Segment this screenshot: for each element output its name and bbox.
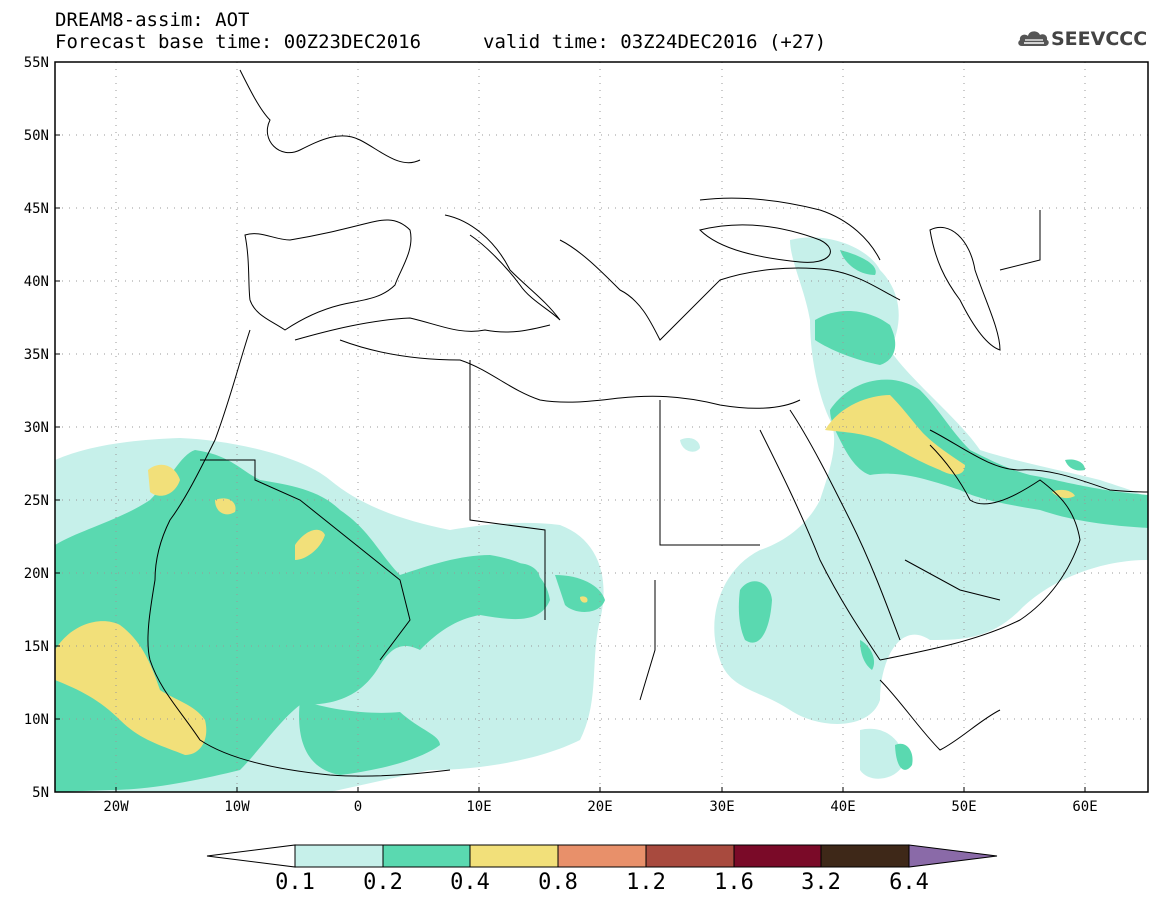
- colorbar-label: 0.4: [450, 870, 490, 895]
- lat-label: 45N: [24, 201, 49, 217]
- lat-label: 55N: [24, 55, 49, 71]
- colorbar-swatch: [820, 844, 910, 868]
- lat-label: 5N: [32, 785, 49, 801]
- lon-label: 30E: [709, 799, 734, 815]
- colorbar: [206, 844, 998, 868]
- colorbar-swatch: [645, 844, 735, 868]
- graticule: [55, 62, 1148, 792]
- lon-label: 0: [354, 799, 362, 815]
- lon-label: 10E: [466, 799, 491, 815]
- colorbar-swatch: [557, 844, 647, 868]
- colorbar-label: 6.4: [889, 870, 929, 895]
- logo-text: SEEVCCC: [1051, 28, 1148, 50]
- colorbar-label: 3.2: [801, 870, 841, 895]
- lon-label: 60E: [1072, 799, 1097, 815]
- lat-label: 25N: [24, 493, 49, 509]
- colorbar-label: 1.2: [626, 870, 666, 895]
- lon-label: 40E: [830, 799, 855, 815]
- lat-label: 40N: [24, 274, 49, 290]
- lat-label: 15N: [24, 639, 49, 655]
- lat-label: 20N: [24, 566, 49, 582]
- lon-label: 20W: [103, 799, 129, 815]
- base-time: Forecast base time: 00Z23DEC2016: [55, 31, 422, 53]
- lon-labels: 20W 10W 0 10E 20E 30E 40E 50E 60E: [103, 799, 1097, 815]
- colorbar-label: 1.6: [714, 870, 754, 895]
- lat-label: 10N: [24, 712, 49, 728]
- lon-label: 50E: [951, 799, 976, 815]
- colorbar-swatch: [382, 844, 471, 868]
- map-title: DREAM8-assim: AOT: [55, 9, 250, 31]
- colorbar-swatch: [294, 844, 384, 868]
- colorbar-label: 0.8: [538, 870, 578, 895]
- colorbar-arrow-high: [908, 844, 998, 868]
- lat-label: 50N: [24, 128, 49, 144]
- colorbar-label: 0.2: [363, 870, 403, 895]
- cloud-icon: [1018, 31, 1049, 46]
- colorbar-swatch: [733, 844, 822, 868]
- valid-time: valid time: 03Z24DEC2016 (+27): [483, 31, 827, 53]
- colorbar-arrow-low: [206, 844, 296, 868]
- coastlines: [147, 69, 1148, 777]
- colorbar-label: 0.1: [275, 870, 315, 895]
- lon-label: 10W: [224, 799, 250, 815]
- lat-label: 35N: [24, 347, 49, 363]
- lat-label: 30N: [24, 420, 49, 436]
- aot-contour-0.4: [55, 395, 1075, 755]
- lat-labels: 55N 50N 45N 40N 35N 30N 25N 20N 15N 10N …: [24, 55, 49, 801]
- colorbar-swatch: [469, 844, 559, 868]
- forecast-time-line: Forecast base time: 00Z23DEC2016 valid ti…: [55, 31, 826, 53]
- lon-label: 20E: [587, 799, 612, 815]
